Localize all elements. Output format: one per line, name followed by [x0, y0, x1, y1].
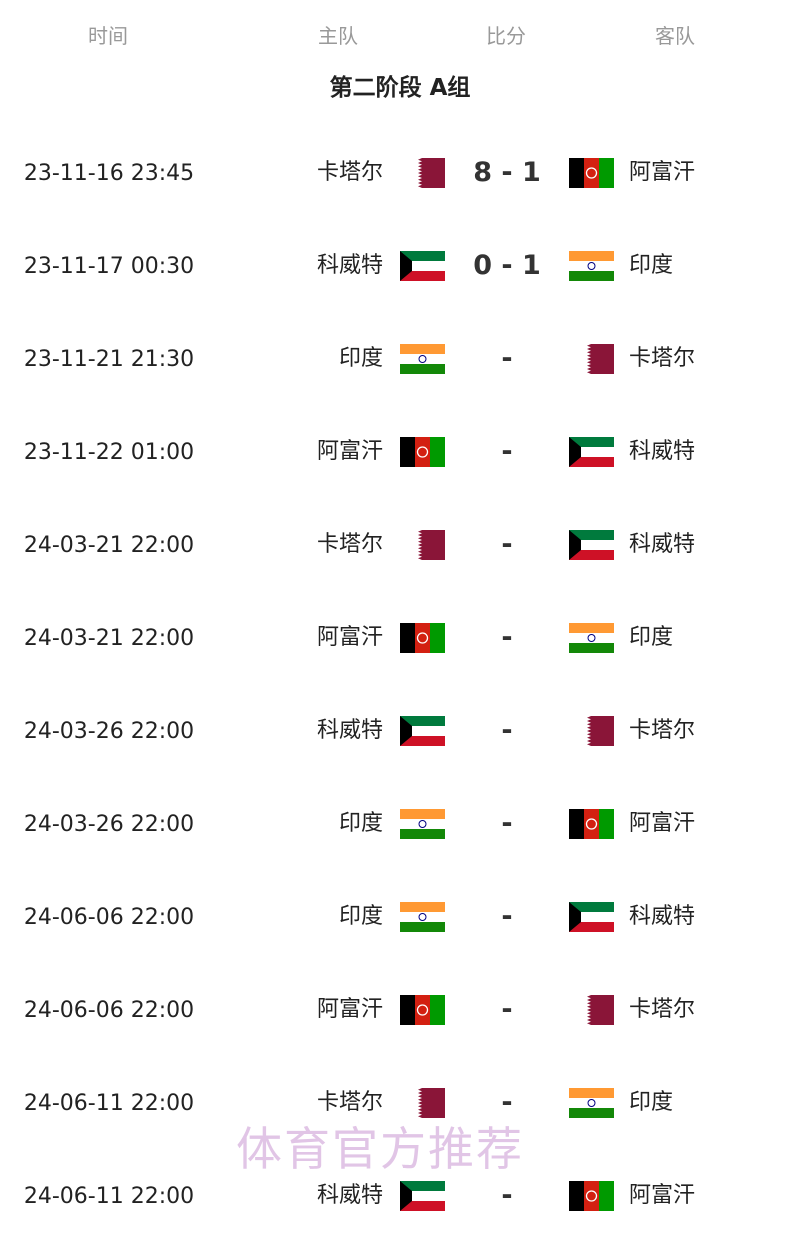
away-team: 阿富汗 [629, 811, 696, 836]
home-team: 印度 [338, 811, 383, 836]
kuwait-flag-icon [569, 437, 614, 467]
watermark: 体育官方推荐 [236, 1122, 524, 1176]
match-time: 24-03-21 22:00 [23, 626, 195, 651]
match-score: 0 - 1 [473, 250, 541, 281]
match-time: 24-06-11 22:00 [23, 1184, 195, 1209]
qatar-flag-icon [569, 344, 614, 374]
match-row[interactable]: 24-03-21 22:00 卡塔尔 - 科威特 [0, 525, 800, 565]
match-score: - [501, 994, 513, 1025]
qatar-flag-icon [569, 995, 614, 1025]
afghanistan-flag-icon [569, 809, 614, 839]
home-team: 卡塔尔 [316, 1090, 383, 1115]
home-team: 阿富汗 [316, 439, 383, 464]
india-flag-icon [569, 1088, 614, 1118]
match-time: 24-03-26 22:00 [23, 812, 195, 837]
away-team: 科威特 [629, 439, 696, 464]
afghanistan-flag-icon [569, 158, 614, 188]
match-score: - [501, 436, 513, 467]
qatar-flag-icon [400, 530, 445, 560]
home-team: 卡塔尔 [316, 160, 383, 185]
home-team: 科威特 [316, 253, 383, 278]
kuwait-flag-icon [400, 716, 445, 746]
match-row[interactable]: 23-11-16 23:45 卡塔尔 8 - 1 阿富汗 [0, 153, 800, 193]
kuwait-flag-icon [569, 530, 614, 560]
qatar-flag-icon [400, 1088, 445, 1118]
away-team: 印度 [629, 625, 674, 650]
away-team: 卡塔尔 [629, 997, 696, 1022]
kuwait-flag-icon [400, 251, 445, 281]
away-team: 印度 [629, 253, 674, 278]
afghanistan-flag-icon [400, 437, 445, 467]
match-time: 23-11-21 21:30 [23, 347, 195, 372]
header-home: 主队 [318, 24, 358, 48]
away-team: 科威特 [629, 904, 696, 929]
match-score: 8 - 1 [473, 157, 541, 188]
away-team: 卡塔尔 [629, 718, 696, 743]
kuwait-flag-icon [400, 1181, 445, 1211]
home-team: 阿富汗 [316, 625, 383, 650]
match-row[interactable]: 24-06-06 22:00 印度 - 科威特 [0, 897, 800, 937]
home-team: 阿富汗 [316, 997, 383, 1022]
home-team: 卡塔尔 [316, 532, 383, 557]
afghanistan-flag-icon [569, 1181, 614, 1211]
afghanistan-flag-icon [400, 623, 445, 653]
match-time: 23-11-17 00:30 [23, 254, 195, 279]
match-score: - [501, 1180, 513, 1211]
match-row[interactable]: 23-11-22 01:00 阿富汗 - 科威特 [0, 432, 800, 472]
qatar-flag-icon [569, 716, 614, 746]
match-row[interactable]: 24-06-11 22:00 科威特 - 阿富汗 [0, 1176, 800, 1216]
match-row[interactable]: 24-06-06 22:00 阿富汗 - 卡塔尔 [0, 990, 800, 1030]
header-time: 时间 [88, 24, 128, 48]
away-team: 印度 [629, 1090, 674, 1115]
away-team: 阿富汗 [629, 160, 696, 185]
home-team: 印度 [338, 346, 383, 371]
header-score: 比分 [486, 24, 526, 48]
away-team: 科威特 [629, 532, 696, 557]
match-score: - [501, 343, 513, 374]
match-time: 24-06-06 22:00 [23, 905, 195, 930]
home-team: 印度 [338, 904, 383, 929]
india-flag-icon [400, 809, 445, 839]
group-title: 第二阶段 A组 [329, 75, 471, 101]
header-away: 客队 [655, 24, 695, 48]
match-score: - [501, 529, 513, 560]
match-row[interactable]: 24-03-26 22:00 科威特 - 卡塔尔 [0, 711, 800, 751]
india-flag-icon [400, 902, 445, 932]
match-time: 23-11-22 01:00 [23, 440, 195, 465]
away-team: 阿富汗 [629, 1183, 696, 1208]
match-row[interactable]: 24-03-26 22:00 印度 - 阿富汗 [0, 804, 800, 844]
match-time: 24-06-11 22:00 [23, 1091, 195, 1116]
afghanistan-flag-icon [400, 995, 445, 1025]
india-flag-icon [400, 344, 445, 374]
match-score: - [501, 622, 513, 653]
match-score: - [501, 808, 513, 839]
india-flag-icon [569, 251, 614, 281]
kuwait-flag-icon [569, 902, 614, 932]
home-team: 科威特 [316, 718, 383, 743]
qatar-flag-icon [400, 158, 445, 188]
match-score: - [501, 715, 513, 746]
match-time: 23-11-16 23:45 [23, 161, 195, 186]
away-team: 卡塔尔 [629, 346, 696, 371]
match-score: - [501, 1087, 513, 1118]
match-row[interactable]: 23-11-17 00:30 科威特 0 - 1 印度 [0, 246, 800, 286]
match-time: 24-06-06 22:00 [23, 998, 195, 1023]
match-row[interactable]: 24-03-21 22:00 阿富汗 - 印度 [0, 618, 800, 658]
home-team: 科威特 [316, 1183, 383, 1208]
match-row[interactable]: 24-06-11 22:00 卡塔尔 - 印度 [0, 1083, 800, 1123]
match-row[interactable]: 23-11-21 21:30 印度 - 卡塔尔 [0, 339, 800, 379]
match-time: 24-03-26 22:00 [23, 719, 195, 744]
match-score: - [501, 901, 513, 932]
match-time: 24-03-21 22:00 [23, 533, 195, 558]
india-flag-icon [569, 623, 614, 653]
